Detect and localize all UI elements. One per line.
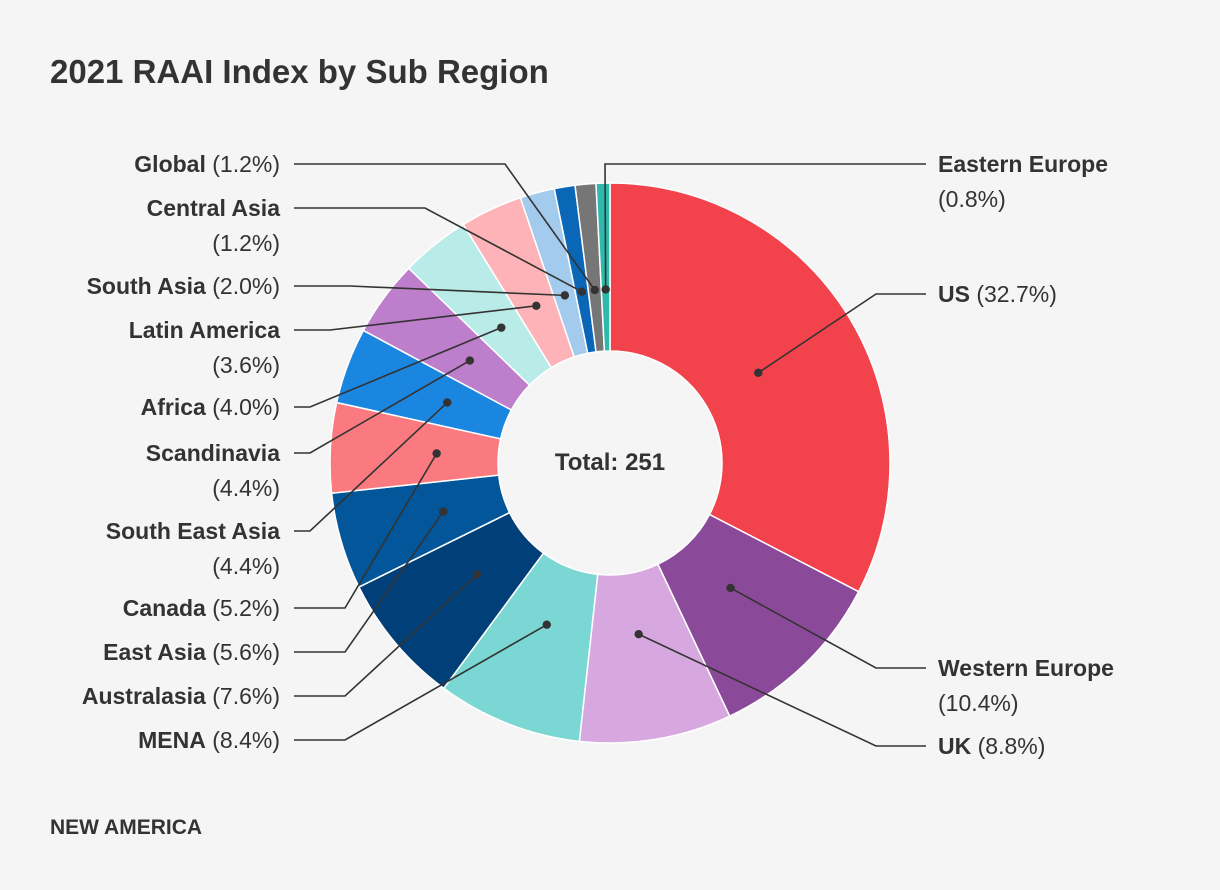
leader-line-global [294,163,596,291]
leader-line-east-asia [294,511,444,653]
slice-percent: (7.6%) [206,683,280,709]
slice-dot-us [754,368,763,377]
source-label: NEW AMERICA [50,816,202,839]
slice-dot-africa [497,323,506,332]
slice-name: Australasia [82,683,206,709]
slice-percent: (4.4%) [212,553,280,579]
slice-dot-central-asia [577,287,587,296]
slice-dot-eastern-europe [601,285,610,294]
slice-us [609,182,891,593]
slice-label-australasia: Australasia (7.6%) [82,683,280,709]
slice-percent: (1.2%) [212,230,280,256]
slice-label-south-asia: South Asia (2.0%) [87,273,280,299]
slice-western-europe [656,513,860,718]
slice-label-south-east-asia: South East Asia (4.4%) [106,518,280,579]
slice-dot-south-east-asia [443,398,452,407]
slice-dot-global [590,285,599,295]
slice-label-central-asia: Central Asia (1.2%) [147,195,281,256]
slice-percent: (8.8%) [971,733,1045,759]
slice-label-scandinavia: Scandinavia (4.4%) [146,440,280,501]
slice-name: Scandinavia [146,440,280,466]
slice-percent: (4.4%) [212,475,280,501]
leader-line-us [757,293,926,374]
slice-label-global: Global (1.2%) [134,151,280,177]
slice-dot-uk [634,630,643,639]
slice-name: Global [134,151,206,177]
leader-line-uk [638,633,926,747]
slice-dot-south-asia [560,291,570,300]
slice-dot-mena [542,620,551,629]
slice-name: UK [938,733,972,759]
leader-line-eastern-europe [604,163,926,290]
slice-dot-australasia [472,570,482,579]
slice-percent: (4.0%) [206,394,280,420]
leader-line-central-asia [294,207,583,293]
slice-name: East Asia [103,639,206,665]
slice-name: US [938,281,970,307]
slice-percent: (8.4%) [206,727,280,753]
slice-name: Canada [123,595,206,621]
slice-label-canada: Canada (5.2%) [123,595,280,621]
slice-eastern-europe [595,182,611,352]
leader-line-canada [294,453,438,609]
slice-label-east-asia: East Asia (5.6%) [103,639,280,665]
slice-percent: (5.2%) [206,595,280,621]
leader-line-mena [294,623,548,741]
leader-lines [294,163,926,747]
slice-percent: (5.6%) [206,639,280,665]
slice-label-uk: UK (8.8%) [938,733,1045,759]
slice-name: Africa [141,394,206,420]
slice-label-eastern-europe: Eastern Europe (0.8%) [938,151,1108,212]
slice-percent: (32.7%) [970,281,1057,307]
slice-percent: (1.2%) [206,151,280,177]
leader-line-latin-america [294,305,537,331]
slice-label-western-europe: Western Europe (10.4%) [938,655,1114,716]
slice-dot-latin-america [532,301,541,311]
leader-line-australasia [294,573,478,697]
leader-line-south-east-asia [294,401,448,532]
slice-name: MENA [138,727,206,753]
slice-name: Latin America [129,317,280,343]
slice-name: South East Asia [106,518,280,544]
slice-label-mena: MENA (8.4%) [138,727,280,753]
slice-percent: (2.0%) [206,273,280,299]
donut-slices [329,182,891,744]
leader-line-scandinavia [294,359,471,454]
slice-label-latin-america: Latin America (3.6%) [129,317,280,378]
slice-name: Central Asia [147,195,281,221]
chart-title: 2021 RAAI Index by Sub Region [50,53,549,90]
slice-percent: (0.8%) [938,186,1006,212]
slice-percent: (3.6%) [212,352,280,378]
slice-dot-western-europe [726,583,735,593]
slice-percent: (10.4%) [938,690,1019,716]
center-total-label: Total: 251 [555,449,665,476]
slice-name: Western Europe [938,655,1114,681]
leader-line-south-asia [294,285,565,297]
slice-dot-east-asia [439,507,448,516]
slice-name: South Asia [87,273,206,299]
slice-label-africa: Africa (4.0%) [141,394,280,420]
slice-labels: US (32.7%) Western Europe (10.4%) UK (8.8%)… [82,151,1114,759]
leader-line-africa [294,326,502,408]
slice-dot-canada [432,449,441,458]
slice-dot-scandinavia [465,356,475,365]
slice-name: Eastern Europe [938,151,1108,177]
slice-label-us: US (32.7%) [938,281,1057,307]
leader-line-western-europe [730,587,926,669]
